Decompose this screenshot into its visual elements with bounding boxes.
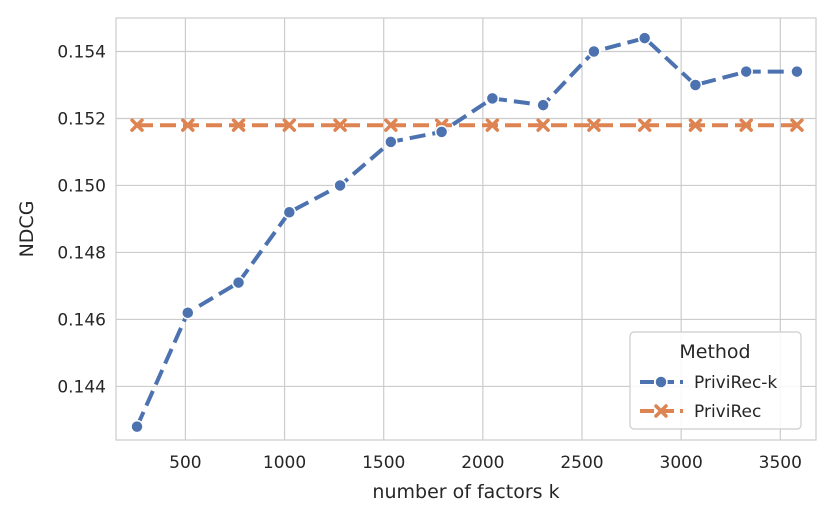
data-point <box>536 118 550 132</box>
x-tick-label: 1500 <box>362 453 405 473</box>
y-tick-label: 0.152 <box>57 109 106 129</box>
y-axis-label: NDCG <box>16 201 38 258</box>
data-point <box>231 118 246 132</box>
y-axis-ticks: 0.144 0.146 0.148 0.150 0.152 0.154 <box>57 42 106 397</box>
data-point <box>333 178 347 193</box>
legend: Method PriviRec-k PriviRec <box>629 331 802 430</box>
legend-items: PriviRec-k PriviRec <box>640 373 777 422</box>
series-layer <box>130 31 804 434</box>
data-point <box>181 118 195 132</box>
data-point <box>790 118 804 132</box>
data-point <box>333 118 347 132</box>
data-point <box>130 118 144 132</box>
legend-marker <box>654 375 668 389</box>
legend-marker <box>654 404 668 418</box>
data-point <box>384 118 398 132</box>
data-point <box>637 118 652 132</box>
x-tick-label: 3500 <box>759 453 802 473</box>
data-point <box>130 419 144 434</box>
data-point <box>688 78 703 92</box>
legend-label: PriviRec <box>694 402 761 422</box>
legend-title: Method <box>679 341 750 363</box>
x-tick-label: 3000 <box>660 453 703 473</box>
x-axis-label: number of factors k <box>372 481 559 503</box>
x-axis-ticks: 500 1000 1500 2000 2500 3000 3500 <box>169 453 802 473</box>
legend-item: PriviRec <box>640 402 761 422</box>
data-point <box>181 305 195 320</box>
data-point <box>790 64 804 79</box>
series-0 <box>130 31 804 434</box>
legend-item: PriviRec-k <box>640 373 777 393</box>
data-point <box>434 125 449 139</box>
data-point <box>282 205 297 220</box>
x-tick-label: 2500 <box>560 453 603 473</box>
data-point <box>688 118 703 132</box>
data-point <box>282 118 297 132</box>
data-point <box>637 31 652 45</box>
data-point <box>384 135 398 149</box>
data-point <box>231 275 246 290</box>
y-tick-label: 0.146 <box>57 310 106 330</box>
data-point <box>536 98 550 112</box>
y-tick-label: 0.144 <box>57 377 106 397</box>
data-point <box>587 118 601 132</box>
series-line <box>135 35 797 428</box>
legend-box <box>629 331 802 430</box>
legend-label: PriviRec-k <box>694 373 777 393</box>
x-tick-label: 500 <box>169 453 201 473</box>
data-point <box>485 118 500 132</box>
data-point <box>739 118 753 132</box>
data-point <box>739 64 753 79</box>
x-tick-label: 1000 <box>263 453 306 473</box>
y-tick-label: 0.150 <box>57 176 106 196</box>
data-point <box>485 91 500 106</box>
y-tick-label: 0.148 <box>57 243 106 263</box>
data-point <box>587 44 601 59</box>
y-tick-label: 0.154 <box>57 42 106 62</box>
x-tick-label: 2000 <box>461 453 504 473</box>
